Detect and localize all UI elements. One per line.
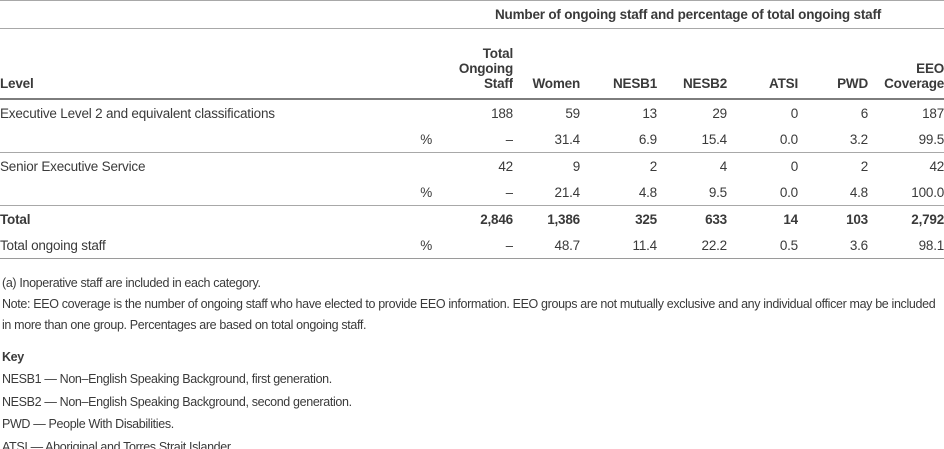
- cell-women: 48.7: [513, 232, 580, 259]
- table-row-total-pct: Total ongoing staff % – 48.7 11.4 22.2 0…: [0, 232, 944, 259]
- key-item-nesb2: NESB2 — Non–English Speaking Background,…: [2, 394, 352, 409]
- cell-atsi: 14: [783, 211, 798, 227]
- cell-women: 21.4: [513, 179, 580, 206]
- cell-nesb2: 22.2: [657, 232, 727, 259]
- row-unit: [360, 99, 432, 126]
- cell-pwd: 3.6: [798, 232, 868, 259]
- cell-eeo-coverage: 100.0: [868, 179, 944, 206]
- cell-women: 59: [565, 105, 580, 121]
- row-label: Total: [0, 211, 31, 227]
- key-title: Key: [2, 350, 24, 364]
- row-unit: %: [360, 232, 432, 259]
- row-unit: %: [360, 126, 432, 153]
- row-unit: [360, 153, 432, 180]
- row-label: Senior Executive Service: [0, 158, 146, 174]
- cell-total-ongoing: 188: [491, 105, 513, 121]
- footnote-a: (a) Inoperative staff are included in ea…: [2, 276, 261, 290]
- spanner-spacer: [0, 0, 432, 29]
- table-row-ses: Senior Executive Service 42 9 2 4 0 2 42: [0, 153, 944, 180]
- col-header-unit: [360, 28, 432, 100]
- cell-atsi: 0: [790, 105, 798, 121]
- col-header-nesb2: NESB2: [657, 28, 727, 100]
- cell-eeo-coverage: 99.5: [868, 126, 944, 153]
- cell-eeo-coverage: 2,792: [911, 211, 944, 227]
- cell-nesb1: 4.8: [580, 179, 657, 206]
- col-header-level: Level: [0, 28, 360, 100]
- col-header-eeo-coverage: EEO Coverage: [868, 28, 944, 100]
- cell-pwd: 6: [860, 105, 868, 121]
- row-label: [0, 179, 360, 206]
- cell-nesb2: 4: [719, 158, 727, 174]
- cell-nesb1: 325: [635, 211, 657, 227]
- cell-eeo-coverage: 98.1: [868, 232, 944, 259]
- table-spanner-row: Number of ongoing staff and percentage o…: [0, 0, 944, 29]
- cell-nesb1: 2: [649, 158, 657, 174]
- cell-women: 31.4: [513, 126, 580, 153]
- cell-women: 9: [572, 158, 580, 174]
- eeo-staff-table: Number of ongoing staff and percentage o…: [0, 0, 944, 259]
- table-spanner-heading: Number of ongoing staff and percentage o…: [432, 0, 944, 29]
- cell-nesb1: 13: [642, 105, 657, 121]
- col-header-nesb1: NESB1: [580, 28, 657, 100]
- cell-pwd: 103: [846, 211, 868, 227]
- cell-atsi: 0.0: [727, 179, 798, 206]
- table-row-total: Total 2,846 1,386 325 633 14 103 2,792: [0, 206, 944, 233]
- cell-women: 1,386: [547, 211, 580, 227]
- cell-nesb2: 15.4: [657, 126, 727, 153]
- cell-total-ongoing: –: [432, 179, 513, 206]
- cell-pwd: 4.8: [798, 179, 868, 206]
- row-unit: %: [360, 179, 432, 206]
- cell-pwd: 2: [860, 158, 868, 174]
- key-item-nesb1: NESB1 — Non–English Speaking Background,…: [2, 372, 332, 386]
- cell-nesb2: 633: [705, 211, 727, 227]
- table-notes: (a) Inoperative staff are included in ea…: [0, 259, 944, 449]
- cell-pwd: 3.2: [798, 126, 868, 153]
- cell-eeo-coverage: 187: [922, 105, 944, 121]
- table-row-exec-level-2-pct: % – 31.4 6.9 15.4 0.0 3.2 99.5: [0, 126, 944, 153]
- cell-atsi: 0.0: [727, 126, 798, 153]
- cell-total-ongoing: 2,846: [480, 211, 513, 227]
- cell-eeo-coverage: 42: [929, 158, 944, 174]
- cell-nesb2: 9.5: [657, 179, 727, 206]
- cell-total-ongoing: –: [432, 126, 513, 153]
- cell-nesb1: 6.9: [580, 126, 657, 153]
- col-header-atsi: ATSI: [727, 28, 798, 100]
- cell-atsi: 0.5: [727, 232, 798, 259]
- cell-atsi: 0: [790, 158, 798, 174]
- cell-total-ongoing: –: [432, 232, 513, 259]
- col-header-pwd: PWD: [798, 28, 868, 100]
- row-label: Total ongoing staff: [0, 232, 360, 259]
- col-header-total-ongoing-staff: Total Ongoing Staff: [432, 28, 513, 100]
- row-unit: [360, 206, 432, 233]
- column-header-row: Level Total Ongoing Staff Women NESB1 NE…: [0, 28, 944, 100]
- cell-total-ongoing: 42: [498, 158, 513, 174]
- cell-nesb1: 11.4: [580, 232, 657, 259]
- eeo-coverage-note: Note: EEO coverage is the number of ongo…: [2, 297, 936, 332]
- table-row-exec-level-2: Executive Level 2 and equivalent classif…: [0, 99, 944, 126]
- row-label: [0, 126, 360, 153]
- row-label: Executive Level 2 and equivalent classif…: [0, 105, 275, 121]
- cell-nesb2: 29: [712, 105, 727, 121]
- table-row-ses-pct: % – 21.4 4.8 9.5 0.0 4.8 100.0: [0, 179, 944, 206]
- key-item-atsi: ATSI — Aboriginal and Torres Strait Isla…: [2, 439, 234, 449]
- col-header-women: Women: [513, 28, 580, 100]
- key-item-pwd: PWD — People With Disabilities.: [2, 417, 174, 431]
